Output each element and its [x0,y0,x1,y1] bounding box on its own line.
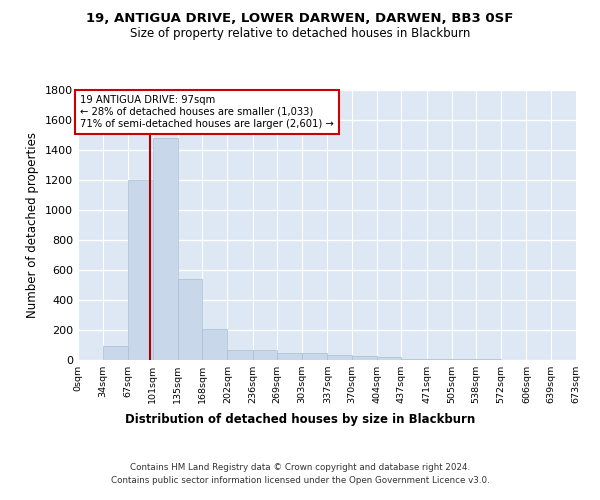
Bar [352,356,377,360]
Bar [277,352,302,360]
Bar [128,180,153,360]
Bar [153,138,178,360]
Bar [401,358,427,360]
Y-axis label: Number of detached properties: Number of detached properties [26,132,40,318]
Bar [377,358,401,360]
Text: Contains public sector information licensed under the Open Government Licence v3: Contains public sector information licen… [110,476,490,485]
Bar [202,329,227,360]
Bar [103,346,128,360]
Bar [328,355,352,360]
Text: 19 ANTIGUA DRIVE: 97sqm
← 28% of detached houses are smaller (1,033)
71% of semi: 19 ANTIGUA DRIVE: 97sqm ← 28% of detache… [80,96,334,128]
Bar [452,359,476,360]
Text: Size of property relative to detached houses in Blackburn: Size of property relative to detached ho… [130,28,470,40]
Text: Contains HM Land Registry data © Crown copyright and database right 2024.: Contains HM Land Registry data © Crown c… [130,462,470,471]
Bar [302,353,328,360]
Bar [427,358,452,360]
Text: 19, ANTIGUA DRIVE, LOWER DARWEN, DARWEN, BB3 0SF: 19, ANTIGUA DRIVE, LOWER DARWEN, DARWEN,… [86,12,514,26]
Bar [178,279,202,360]
Bar [227,350,253,360]
Bar [476,359,501,360]
Text: Distribution of detached houses by size in Blackburn: Distribution of detached houses by size … [125,412,475,426]
Bar [253,350,277,360]
